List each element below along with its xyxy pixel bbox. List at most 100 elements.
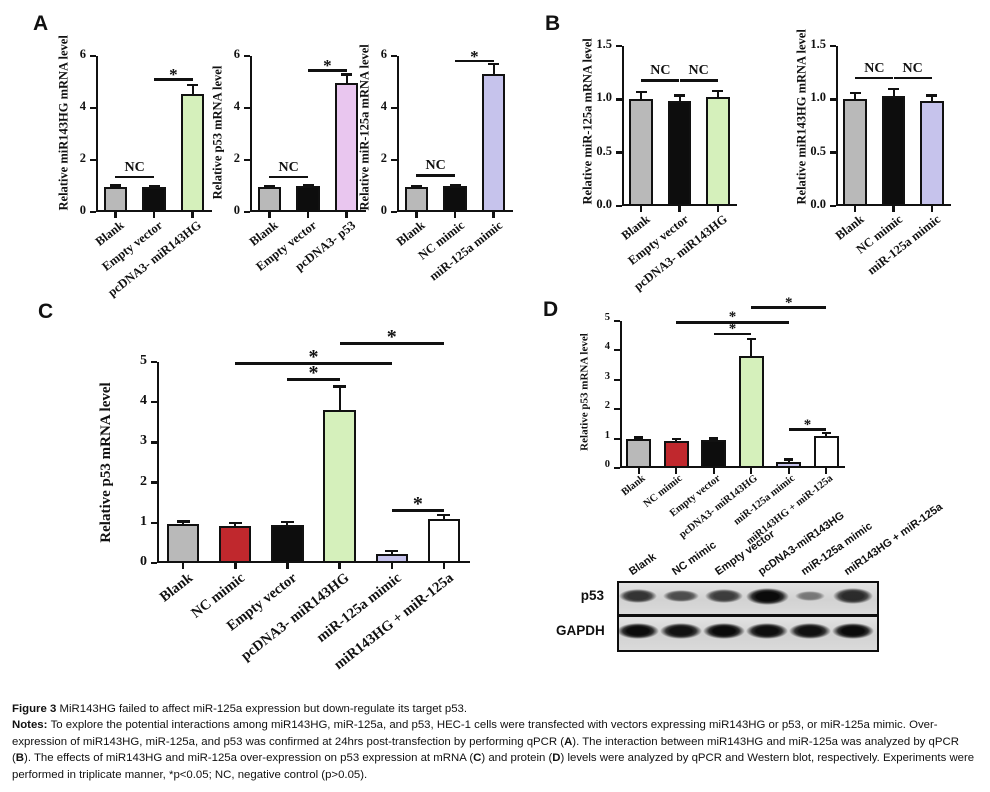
significance-star: * [470,46,479,66]
error-bar-cap [674,94,685,97]
y-tick-label: 5 [604,312,610,323]
ns-line [416,174,455,177]
significance-star: * [308,362,319,385]
x-tick-mark [787,468,790,474]
caption-text: ). The interaction between miR143HG and … [12,735,959,765]
caption-text: ). The effects of miR143HG and miR-125a … [24,752,474,765]
caption-text: ) and protein ( [481,752,553,765]
y-tick-mark [89,210,96,214]
y-tick-label: 0.5 [596,143,612,158]
error-bar [854,92,857,100]
y-tick-mark [829,98,836,101]
x-tick-mark [825,468,828,474]
significance-line [788,428,827,431]
error-bar-cap [333,385,347,388]
error-bar-cap [148,184,160,188]
error-bar-cap [635,90,647,94]
bar-mir-125a-mimic [482,74,506,212]
blot-lane-label: NC mimic [670,539,719,578]
error-bar-cap [410,185,422,188]
blot-lane-label: Blank [627,550,659,578]
error-bar [234,522,237,526]
error-bar-cap [228,521,242,525]
y-tick-label: 0.0 [810,197,826,211]
bar-nc-mimic [663,440,689,468]
ns-line [679,79,718,82]
y-tick-mark [390,158,397,162]
bar-blank [404,187,428,212]
x-tick-label: Blank [156,570,196,606]
y-tick-mark [150,521,157,525]
panel-label-b: B [545,12,561,35]
y-tick-label: 0.0 [596,197,612,211]
blot-strip-gapdh [617,615,879,652]
y-tick-label: 4 [140,393,147,409]
error-bar-cap [709,437,719,440]
bar-nc-mimic [881,96,906,206]
significance-star: * [728,321,737,338]
error-bar-cap [634,436,644,439]
y-axis-label: Relative miR143HG mRNA level [56,35,71,211]
x-tick-mark [181,563,185,569]
error-bar-cap [187,83,199,87]
significance-line [751,306,827,309]
bar-blank [257,187,281,212]
y-tick-mark [150,360,157,364]
y-axis-label: Relative miR-125a mRNA level [580,38,595,205]
x-tick-mark [492,212,495,218]
y-tick-label: 0 [604,459,610,470]
caption-text: MiR143HG failed to affect miR-125a expre… [59,703,468,715]
significance-star: * [308,346,319,369]
error-bar [492,63,495,75]
y-tick-mark [89,54,96,58]
y-tick-label: 2 [604,400,610,412]
blot-row-label-p53: p53 [580,587,604,603]
significance-line [287,378,340,382]
error-bar-cap [488,62,500,66]
error-bar [678,95,681,102]
x-tick-mark [152,212,156,218]
error-bar [930,95,933,102]
error-bar-cap [385,549,399,553]
y-axis-label: Relative p53 mRNA level [210,65,225,200]
blot-band [703,623,745,639]
bar-nc-mimic [219,526,252,563]
y-tick-mark [613,467,620,469]
error-bar-cap [109,184,121,187]
significance-line [308,69,347,72]
chart-a2-p53-mrna: Relative p53 mRNA level 0 2 4 6 Blank Empty ve… [204,40,374,302]
significance-star: * [728,309,737,326]
y-tick-label: 6 [79,47,86,61]
error-bar-cap [712,89,724,93]
blot-band [617,623,659,639]
chart-c-p53-mrna: Relative p53 mRNA level 0 1 2 3 4 5 Blank NC mim… [75,315,515,685]
y-tick-mark [150,400,157,404]
error-bar [442,514,445,519]
bar-pcdna3-p53 [335,83,359,212]
error-bar-cap [341,73,353,76]
ns-label: NC [902,60,923,76]
ns-label: NC [688,62,709,78]
x-tick-mark [415,212,418,218]
ns-label: NC [425,158,446,174]
caption-text: To explore the potential interactions am… [12,719,938,748]
y-axis-label: Relative miR-125a mRNA level [357,44,372,211]
bar-mir-125a-mimic [375,554,408,563]
x-tick-mark [234,563,237,569]
bar-pcdna3-mir143hg [181,93,205,212]
bar-mir-125a-mimic [776,461,802,468]
bar-pcdna3-mir143hg [323,410,356,563]
bar-blank [629,99,654,206]
bar-blank [626,439,652,468]
bar-empty-vector [142,187,166,212]
bar-blank [166,524,200,563]
y-tick-label: 6 [380,47,387,61]
error-bar-cap [280,520,294,524]
x-tick-mark [453,212,457,218]
error-bar-cap [926,94,938,97]
caption-bold-text: C [473,752,482,765]
bar-empty-vector [296,186,320,212]
error-bar-cap [888,87,899,91]
y-axis-label: Relative p53 mRNA level [578,332,590,451]
x-tick-mark [639,206,643,212]
